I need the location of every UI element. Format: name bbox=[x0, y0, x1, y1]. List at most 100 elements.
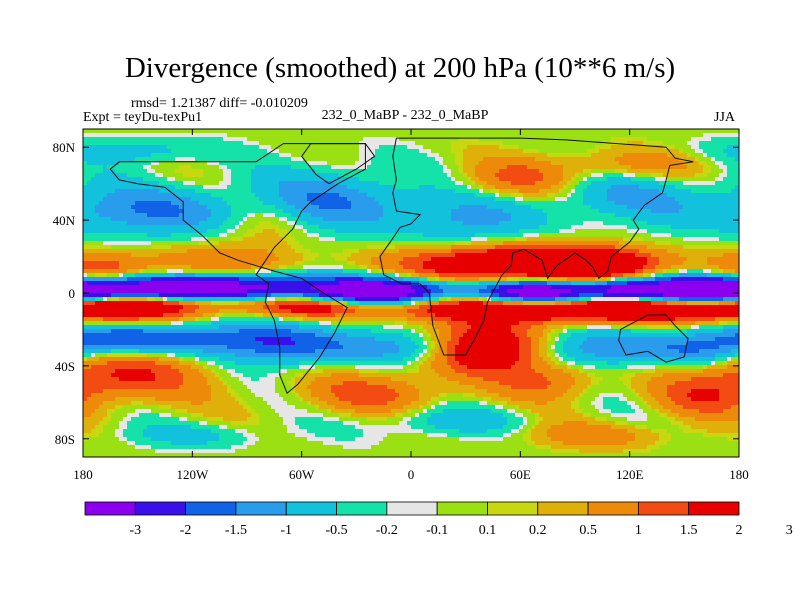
field-cell bbox=[531, 241, 536, 246]
field-cell bbox=[347, 229, 352, 234]
field-cell bbox=[151, 149, 156, 154]
field-cell bbox=[139, 181, 144, 186]
field-cell bbox=[719, 205, 724, 210]
field-cell bbox=[683, 209, 688, 214]
field-cell bbox=[335, 189, 340, 194]
field-cell bbox=[535, 229, 540, 234]
field-cell bbox=[247, 217, 252, 222]
field-cell bbox=[191, 209, 196, 214]
field-cell bbox=[99, 153, 104, 158]
field-cell bbox=[651, 173, 656, 178]
field-cell bbox=[551, 173, 556, 178]
field-cell bbox=[359, 201, 364, 206]
field-cell bbox=[463, 197, 468, 202]
field-cell bbox=[347, 237, 352, 242]
field-cell bbox=[711, 209, 716, 214]
field-cell bbox=[715, 137, 720, 142]
field-cell bbox=[559, 129, 564, 134]
field-cell bbox=[655, 161, 660, 166]
field-cell bbox=[679, 165, 684, 170]
field-cell bbox=[367, 181, 372, 186]
field-cell bbox=[295, 145, 300, 150]
field-cell bbox=[647, 185, 652, 190]
field-cell bbox=[555, 129, 560, 134]
field-cell bbox=[483, 237, 488, 242]
field-cell bbox=[83, 129, 88, 134]
field-cell bbox=[191, 177, 196, 182]
field-cell bbox=[367, 141, 372, 146]
field-cell bbox=[451, 177, 456, 182]
field-cell bbox=[231, 249, 236, 254]
field-cell bbox=[583, 233, 588, 238]
field-cell bbox=[195, 241, 200, 246]
field-cell bbox=[399, 209, 404, 214]
field-cell bbox=[427, 213, 432, 218]
field-cell bbox=[459, 209, 464, 214]
contour-field bbox=[83, 129, 739, 457]
field-cell bbox=[723, 177, 728, 182]
field-cell bbox=[371, 193, 376, 198]
field-cell bbox=[155, 189, 160, 194]
field-cell bbox=[163, 169, 168, 174]
field-cell bbox=[523, 245, 528, 250]
field-cell bbox=[619, 225, 624, 230]
field-cell bbox=[611, 129, 616, 134]
field-cell bbox=[171, 189, 176, 194]
field-cell bbox=[111, 185, 116, 190]
field-cell bbox=[115, 153, 120, 158]
field-cell bbox=[707, 185, 712, 190]
field-cell bbox=[123, 161, 128, 166]
field-cell bbox=[639, 209, 644, 214]
field-cell bbox=[527, 149, 532, 154]
field-cell bbox=[427, 197, 432, 202]
field-cell bbox=[583, 177, 588, 182]
field-cell bbox=[111, 205, 116, 210]
field-cell bbox=[327, 233, 332, 238]
field-cell bbox=[691, 145, 696, 150]
field-cell bbox=[235, 129, 240, 134]
field-cell bbox=[375, 161, 380, 166]
field-cell bbox=[419, 173, 424, 178]
field-cell bbox=[439, 229, 444, 234]
field-cell bbox=[107, 201, 112, 206]
field-cell bbox=[383, 137, 388, 142]
field-cell bbox=[571, 133, 576, 138]
field-cell bbox=[551, 245, 556, 250]
field-cell bbox=[183, 185, 188, 190]
field-cell bbox=[147, 237, 152, 242]
field-cell bbox=[407, 149, 412, 154]
field-cell bbox=[363, 245, 368, 250]
field-cell bbox=[675, 129, 680, 134]
field-cell bbox=[195, 245, 200, 250]
field-cell bbox=[723, 189, 728, 194]
field-cell bbox=[359, 153, 364, 158]
field-cell bbox=[115, 217, 120, 222]
field-cell bbox=[727, 149, 732, 154]
field-cell bbox=[115, 177, 120, 182]
field-cell bbox=[595, 177, 600, 182]
field-cell bbox=[707, 225, 712, 230]
field-cell bbox=[595, 189, 600, 194]
field-cell bbox=[343, 157, 348, 162]
field-cell bbox=[311, 165, 316, 170]
field-cell bbox=[423, 209, 428, 214]
field-cell bbox=[547, 237, 552, 242]
field-cell bbox=[607, 181, 612, 186]
field-cell bbox=[471, 229, 476, 234]
field-cell bbox=[223, 129, 228, 134]
field-cell bbox=[171, 193, 176, 198]
field-cell bbox=[183, 189, 188, 194]
field-cell bbox=[351, 193, 356, 198]
field-cell bbox=[383, 173, 388, 178]
field-cell bbox=[491, 197, 496, 202]
field-cell bbox=[167, 241, 172, 246]
field-cell bbox=[355, 189, 360, 194]
field-cell bbox=[695, 209, 700, 214]
field-cell bbox=[383, 141, 388, 146]
field-cell bbox=[163, 161, 168, 166]
field-cell bbox=[451, 149, 456, 154]
field-cell bbox=[235, 201, 240, 206]
field-cell bbox=[511, 141, 516, 146]
field-cell bbox=[351, 229, 356, 234]
field-cell bbox=[247, 145, 252, 150]
